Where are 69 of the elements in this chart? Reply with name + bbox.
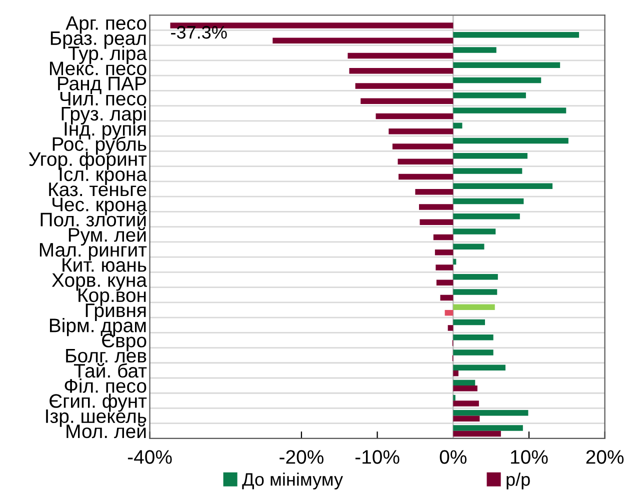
bar — [434, 249, 454, 256]
bar — [453, 334, 494, 340]
bar — [420, 219, 454, 225]
bar — [453, 364, 506, 370]
bar — [453, 258, 456, 265]
bar — [453, 32, 580, 38]
bar — [453, 92, 526, 98]
y-tick-label: Кит. юань — [62, 258, 146, 272]
y-tick-label: Хорв. куна — [52, 273, 148, 291]
y-tick-label: Мол. лей — [66, 424, 146, 438]
x-tick-label: -20% — [280, 450, 324, 464]
bar — [398, 158, 454, 165]
y-tick-label: Арг. песо — [66, 16, 146, 34]
y-tick-label: Ранд ПАР — [58, 76, 146, 94]
bar — [376, 113, 454, 120]
y-tick-label: Єгип. фунт — [50, 394, 147, 412]
x-tick-label: -10% — [355, 450, 400, 464]
bar — [453, 62, 560, 68]
bar — [436, 264, 454, 270]
bar — [453, 122, 462, 129]
data-label: -37.3% — [171, 26, 227, 39]
x-tick-label: 20% — [586, 450, 624, 464]
bar — [419, 204, 454, 210]
bar — [453, 274, 498, 280]
bar — [453, 108, 566, 114]
bar — [453, 400, 479, 406]
y-tick-label: Кор.вон — [78, 288, 146, 306]
y-tick-label: Тай. бат — [74, 363, 147, 378]
bar — [388, 128, 454, 134]
bar — [453, 370, 458, 376]
bar — [453, 244, 484, 250]
bar — [453, 198, 524, 204]
bar — [453, 416, 480, 422]
bar — [453, 183, 552, 189]
bar — [453, 213, 520, 220]
x-tick-label: 0% — [440, 450, 467, 464]
legend-label: р/р — [506, 472, 530, 490]
bar — [453, 289, 498, 295]
y-tick-label: Філ. песо — [64, 378, 146, 393]
bar — [453, 319, 485, 326]
bar — [453, 77, 542, 84]
bar — [415, 189, 454, 195]
bar — [453, 430, 501, 437]
bar — [448, 325, 454, 331]
bar — [355, 83, 454, 89]
bar — [433, 234, 454, 240]
bar — [453, 168, 522, 174]
bar — [453, 350, 494, 356]
bar — [444, 310, 454, 316]
legend-label: До мінімуму — [242, 472, 343, 490]
bar — [453, 425, 523, 431]
bar — [398, 174, 454, 180]
bar — [453, 138, 568, 144]
bar — [360, 98, 454, 104]
bar — [348, 52, 454, 59]
bar — [453, 153, 528, 159]
bar — [453, 47, 496, 53]
bar — [453, 380, 476, 386]
bar — [453, 228, 496, 234]
bar — [349, 68, 454, 74]
x-tick-label: 10% — [511, 450, 548, 464]
x-tick-label: -40% — [128, 450, 172, 464]
bar — [272, 38, 454, 44]
bar — [453, 304, 495, 310]
bar — [453, 410, 528, 416]
bar — [440, 294, 454, 301]
bar — [436, 280, 454, 286]
bar — [392, 144, 454, 150]
bar — [453, 386, 478, 392]
